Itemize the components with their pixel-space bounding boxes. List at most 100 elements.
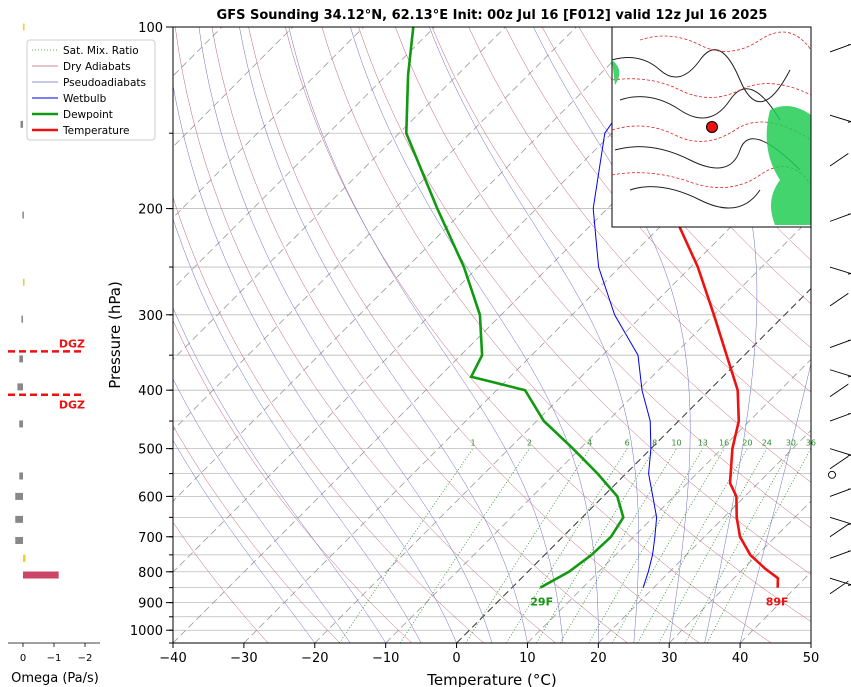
wind-barb-flag <box>847 413 851 415</box>
wind-barb <box>829 488 851 497</box>
legend-entry-label: Dewpoint <box>63 109 113 121</box>
wind-barb-flag <box>847 213 851 215</box>
pseudoadiabat-line <box>671 27 758 643</box>
wind-barb <box>829 448 851 456</box>
omega-bar <box>23 23 25 31</box>
dry-adiabat-line <box>211 27 628 643</box>
wind-barb <box>829 213 851 222</box>
dry-adiabat-line <box>468 27 811 438</box>
mixing-ratio-label: 10 <box>671 439 681 448</box>
x-tick-label: −40 <box>159 651 186 666</box>
isotherm-line <box>314 146 811 643</box>
legend-entry-label: Dry Adiabats <box>63 61 131 73</box>
mixing-ratio-label: 13 <box>698 439 708 448</box>
mixing-ratio-line <box>338 448 474 643</box>
wind-barb-flag <box>847 488 851 490</box>
pseudoadiabat-line <box>173 439 316 643</box>
mixing-ratio-line <box>535 448 656 643</box>
isotherm-line <box>668 500 811 643</box>
mixing-ratio-label: 20 <box>742 439 752 448</box>
location-marker-icon <box>706 121 718 133</box>
pseudoadiabat-line <box>173 307 386 643</box>
mixing-ratio-label: 4 <box>587 439 592 448</box>
x-tick-label: 0 <box>452 651 460 666</box>
legend-entry-label: Pseudoadiabats <box>63 77 146 89</box>
omega-axis-label: Omega (Pa/s) <box>11 671 99 686</box>
y-tick-label: 300 <box>138 309 163 324</box>
omega-bar <box>23 571 59 579</box>
omega-bar <box>19 420 23 428</box>
omega-bar <box>17 383 23 391</box>
omega-bar <box>21 315 23 323</box>
dry-adiabat-line <box>173 521 269 643</box>
x-axis-ticks: −40 −30 −20 −10 0 10 20 30 40 50 <box>159 643 819 666</box>
wind-barb <box>829 577 851 586</box>
pseudoadiabat-line <box>173 83 457 643</box>
pseudoadiabat-line <box>239 27 528 643</box>
wind-barb <box>829 114 851 123</box>
wind-barb <box>829 383 849 398</box>
omega-tick-label: −2 <box>78 653 93 664</box>
mixing-ratio-line <box>637 448 748 643</box>
mixing-ratio-line <box>588 448 704 643</box>
y-axis-ticks: 100 200 300 400 500 600 700 800 900 1000 <box>130 21 173 644</box>
wind-barb <box>829 455 849 470</box>
y-tick-label: 700 <box>138 531 163 546</box>
omega-bar <box>15 536 23 544</box>
dry-adiabat-line <box>578 27 811 305</box>
y-tick-label: 500 <box>138 443 163 458</box>
omega-bar <box>23 554 26 562</box>
wind-barb <box>829 153 849 167</box>
wind-barb <box>829 523 849 538</box>
omega-bar <box>19 355 23 363</box>
y-tick-label: 200 <box>138 203 163 218</box>
chart-title: GFS Sounding 34.12°N, 62.13°E Init: 00z … <box>217 8 768 23</box>
mixing-ratio-line <box>706 448 811 643</box>
wetbulb-profile-line <box>592 27 677 588</box>
isotherm-line <box>173 27 719 573</box>
y-tick-label: 600 <box>138 490 163 505</box>
x-tick-label: 40 <box>732 651 749 666</box>
mixing-ratio-line <box>506 448 628 643</box>
isotherm-line <box>243 75 811 643</box>
omega-panel: 0 −1 −2 DGZ DGZ <box>8 23 100 664</box>
pseudoadiabat-line <box>198 27 493 643</box>
inset-map <box>611 26 812 228</box>
wind-barb <box>829 369 851 377</box>
omega-tick-label: 0 <box>20 653 26 664</box>
wind-barbs <box>810 27 851 643</box>
pseudoadiabat-line <box>350 27 599 643</box>
dewpoint-surface-label: 29F <box>530 596 553 609</box>
y-tick-label: 900 <box>138 597 163 612</box>
y-tick-label: 100 <box>138 21 163 36</box>
dry-adiabat-line <box>248 27 700 643</box>
mixing-ratio-label: 30 <box>786 439 796 448</box>
isotherm-line <box>385 217 811 643</box>
pseudoadiabat-line <box>429 27 639 643</box>
legend-entry-label: Sat. Mix. Ratio <box>63 45 139 57</box>
omega-bar <box>23 278 25 286</box>
x-tick-label: 30 <box>661 651 678 666</box>
legend-entry-label: Wetbulb <box>63 93 107 105</box>
pseudoadiabat-line <box>173 378 351 643</box>
legend-entry-label: Temperature <box>62 125 130 137</box>
y-tick-label: 1000 <box>130 624 163 639</box>
wind-barb <box>829 580 849 595</box>
wind-barb <box>829 266 851 274</box>
mixing-ratio-label: 16 <box>719 439 729 448</box>
wind-barb <box>829 413 851 422</box>
isotherm-line <box>173 27 506 360</box>
x-tick-label: 10 <box>519 651 536 666</box>
dry-adiabat-lines <box>173 27 811 643</box>
dry-adiabat-line <box>505 27 811 393</box>
dry-adiabat-line <box>285 27 772 643</box>
omega-tick-label: −1 <box>47 653 62 664</box>
x-tick-label: 50 <box>803 651 820 666</box>
mixing-ratio-label: 8 <box>652 439 657 448</box>
x-tick-label: −20 <box>301 651 328 666</box>
dewpoint-profile-line <box>404 27 625 589</box>
mixing-ratio-line <box>399 448 530 643</box>
dry-adiabat-line <box>173 425 341 643</box>
omega-bar <box>22 211 24 219</box>
